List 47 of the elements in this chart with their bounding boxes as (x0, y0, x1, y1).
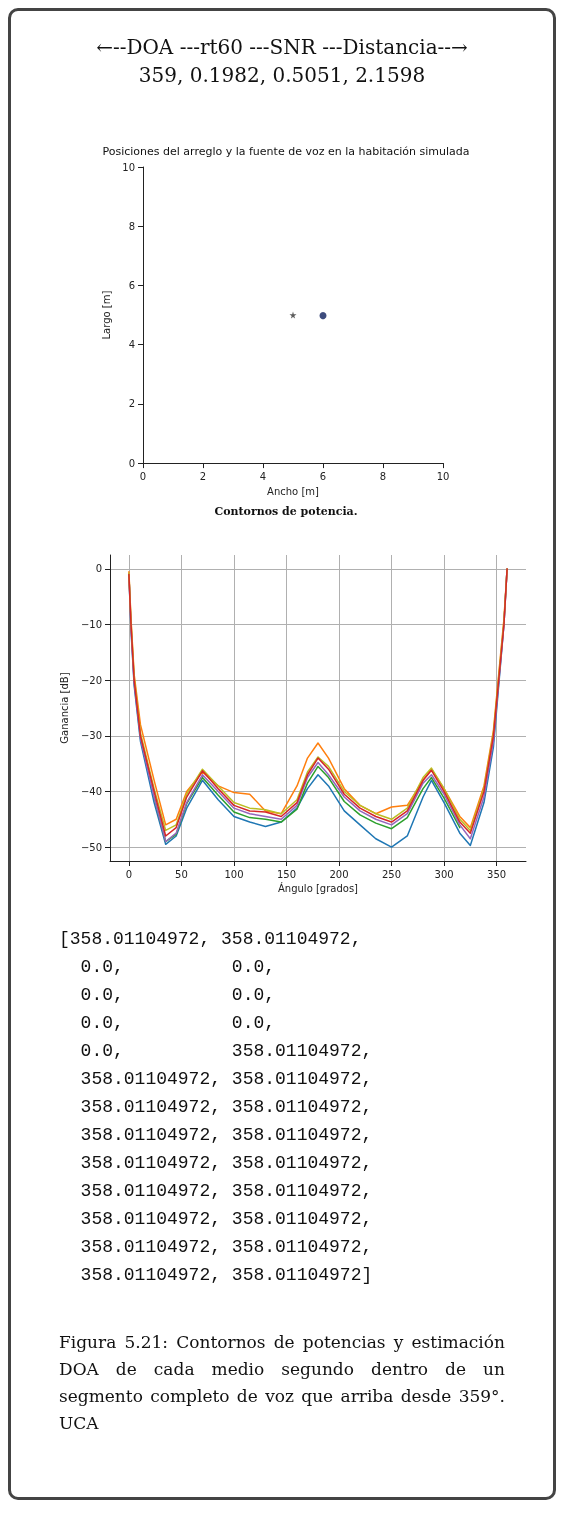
text: Figura 5.21: Contornos de potencias y estimación DOA de cada medio segundo dentro de un segmento completo de voz que arriba desde 359°. UCA (59, 1331, 505, 1435)
x-tick-label: 2 (199, 470, 207, 482)
chart-title: Posiciones del arreglo y la fuente de voz en la habitación simulada (102, 145, 470, 158)
y-tick-label: 4 (128, 339, 135, 351)
y-tick-label: 2 (128, 398, 135, 410)
text: 358.01104972, 358.01104972, (80, 1237, 373, 1257)
text: 358.01104972, 358.01104972] (80, 1265, 373, 1285)
x-tick-label: 0 (139, 470, 147, 482)
text: 0.0, 0.0, (80, 1013, 276, 1033)
x-tick-label: 350 (487, 868, 507, 880)
y-tick-label: 8 (128, 220, 135, 232)
y-axis-title: Largo [m] (100, 290, 112, 340)
text: 0.0, 358.01104972, (80, 1041, 373, 1061)
x-tick-label: 50 (175, 868, 188, 880)
text: 359, 0.1982, 0.5051, 2.1598 (137, 62, 427, 89)
x-tick-label: 100 (224, 868, 244, 880)
chart-title: Contornos de potencia. (214, 505, 358, 518)
y-tick-label: −30 (80, 730, 102, 742)
x-tick-label: 4 (259, 470, 267, 482)
y-tick-label: 0 (95, 563, 102, 575)
y-tick-label: −10 (80, 619, 102, 631)
text: 358.01104972, 358.01104972, (80, 1209, 373, 1229)
text: 358.01104972, 358.01104972, (80, 1069, 373, 1089)
y-tick-label: 0 (128, 457, 135, 469)
y-tick-label: −20 (80, 674, 102, 686)
text: ←--DOA ---rt60 ---SNR ---Distancia--→ (95, 34, 469, 61)
y-tick-label: −40 (80, 785, 102, 797)
x-axis-title: Ángulo [grados] (277, 882, 359, 895)
text: 358.01104972, 358.01104972, (80, 1181, 373, 1201)
y-tick-label: 10 (122, 161, 135, 173)
y-tick-label: −50 (80, 841, 102, 853)
x-tick-label: 200 (329, 868, 349, 880)
x-tick-label: 10 (436, 470, 450, 482)
text: 0.0, 0.0, (80, 985, 276, 1005)
x-tick-label: 8 (379, 470, 387, 482)
y-tick-label: 6 (128, 279, 135, 291)
y-axis-title: Ganancia [dB] (59, 672, 71, 744)
text: 358.01104972, 358.01104972, (80, 1097, 373, 1117)
x-tick-label: 250 (381, 868, 402, 880)
x-axis-title: Ancho [m] (267, 485, 320, 497)
x-tick-label: 150 (276, 868, 297, 880)
text: [358.01104972, 358.01104972, (59, 929, 362, 949)
text: 0.0, 0.0, (80, 957, 276, 977)
x-tick-label: 6 (319, 470, 327, 482)
text: 358.01104972, 358.01104972, (80, 1125, 373, 1145)
text: 358.01104972, 358.01104972, (80, 1153, 373, 1173)
x-tick-label: 300 (434, 868, 454, 880)
